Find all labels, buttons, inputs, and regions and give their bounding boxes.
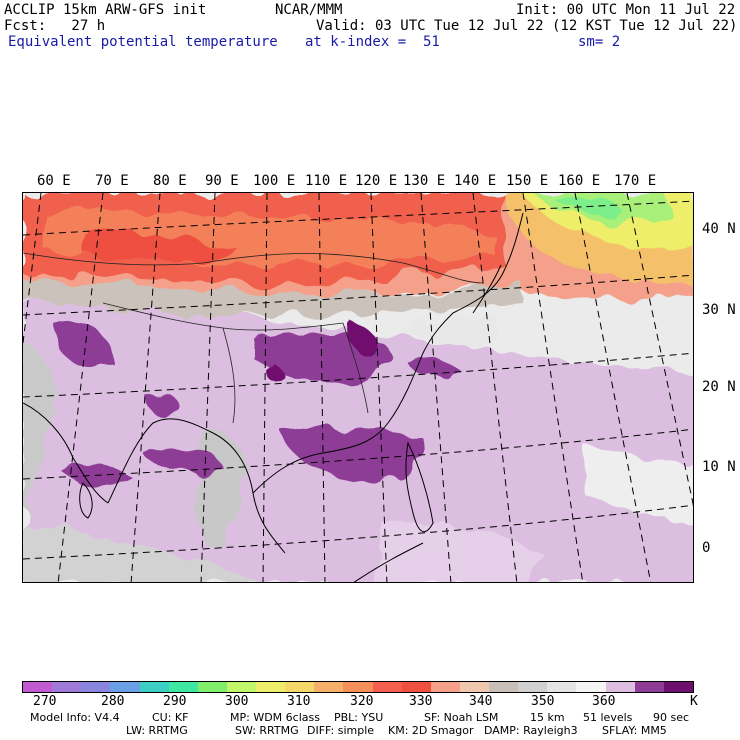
center-label: NCAR/MMM	[275, 2, 343, 18]
colorbar-tick: 290	[163, 694, 187, 709]
colorbar-swatch	[139, 682, 169, 692]
colorbar-tick: 310	[287, 694, 311, 709]
colorbar-tick: 340	[469, 694, 493, 709]
colorbar-tick: 330	[409, 694, 433, 709]
colorbar-swatch	[110, 682, 140, 692]
colorbar-tick: 320	[350, 694, 374, 709]
colorbar-swatch	[372, 682, 402, 692]
lat-label: 0	[702, 540, 711, 556]
valid-time: Valid: 03 UTC Tue 12 Jul 22 (12 KST Tue …	[316, 18, 738, 34]
colorbar	[22, 681, 694, 693]
forecast-hour: Fcst: 27 h	[4, 18, 106, 34]
longwave-scheme: LW: RRTMG	[126, 724, 188, 737]
colorbar-tick: 350	[531, 694, 555, 709]
colorbar-swatch	[81, 682, 111, 692]
time-step: 90 sec	[653, 711, 690, 724]
colorbar-tick: 360	[592, 694, 616, 709]
theta-e-field	[23, 193, 693, 582]
level-index: at k-index = 51	[305, 34, 440, 50]
lat-label: 30 N	[702, 302, 736, 318]
map-panel	[22, 192, 694, 583]
grid-spacing: 15 km	[530, 711, 565, 724]
colorbar-swatch	[605, 682, 635, 692]
colorbar-swatch	[576, 682, 606, 692]
surface-layer-option: SFLAY: MM5	[602, 724, 667, 737]
lon-label: 90 E	[205, 173, 239, 189]
model-info: Model Info: V4.4	[30, 711, 120, 724]
smoothing: sm= 2	[578, 34, 621, 50]
lon-label: 110 E	[305, 173, 348, 189]
colorbar-swatch	[343, 682, 373, 692]
field-name: Equivalent potential temperature	[8, 34, 278, 50]
damping-option: DAMP: Rayleigh3	[484, 724, 578, 737]
lon-label: 80 E	[153, 173, 187, 189]
lon-label: 70 E	[95, 173, 129, 189]
colorbar-swatch	[285, 682, 315, 692]
colorbar-swatch	[52, 682, 82, 692]
lat-label: 20 N	[702, 379, 736, 395]
init-time: Init: 00 UTC Mon 11 Jul 22	[516, 2, 736, 18]
microphysics-scheme: MP: WDM 6class	[230, 711, 320, 724]
colorbar-swatch	[314, 682, 344, 692]
surface-scheme: SF: Noah LSM	[424, 711, 499, 724]
colorbar-swatch	[634, 682, 664, 692]
colorbar-swatch	[430, 682, 460, 692]
graticule	[23, 193, 693, 582]
colorbar-swatch	[256, 682, 286, 692]
colorbar-tick: 270	[33, 694, 57, 709]
colorbar-swatch	[401, 682, 431, 692]
colorbar-swatch	[518, 682, 548, 692]
vertical-levels: 51 levels	[583, 711, 633, 724]
colorbar-unit: K	[690, 694, 698, 709]
colorbar-swatch	[489, 682, 519, 692]
run-title: ACCLIP 15km ARW-GFS init	[4, 2, 207, 18]
lon-label: 160 E	[558, 173, 601, 189]
diffusion-option: DIFF: simple	[307, 724, 375, 737]
pbl-scheme: PBL: YSU	[334, 711, 384, 724]
lat-label: 40 N	[702, 221, 736, 237]
km-option: KM: 2D Smagor	[388, 724, 474, 737]
colorbar-swatch	[197, 682, 227, 692]
colorbar-swatch	[226, 682, 256, 692]
colorbar-swatch	[547, 682, 577, 692]
cumulus-scheme: CU: KF	[152, 711, 189, 724]
lat-label: 10 N	[702, 459, 736, 475]
lon-label: 130 E	[403, 173, 446, 189]
country-borders	[23, 252, 484, 424]
lon-label: 170 E	[614, 173, 657, 189]
lon-label: 140 E	[454, 173, 497, 189]
shortwave-scheme: SW: RRTMG	[235, 724, 299, 737]
colorbar-tick: 300	[225, 694, 249, 709]
colorbar-swatch	[663, 682, 693, 692]
coastlines	[23, 212, 524, 582]
lon-label: 60 E	[37, 173, 71, 189]
lon-label: 120 E	[355, 173, 398, 189]
colorbar-tick: 280	[101, 694, 125, 709]
colorbar-swatch	[23, 682, 53, 692]
colorbar-swatch	[459, 682, 489, 692]
lon-label: 150 E	[506, 173, 549, 189]
colorbar-swatch	[168, 682, 198, 692]
lon-label: 100 E	[253, 173, 296, 189]
